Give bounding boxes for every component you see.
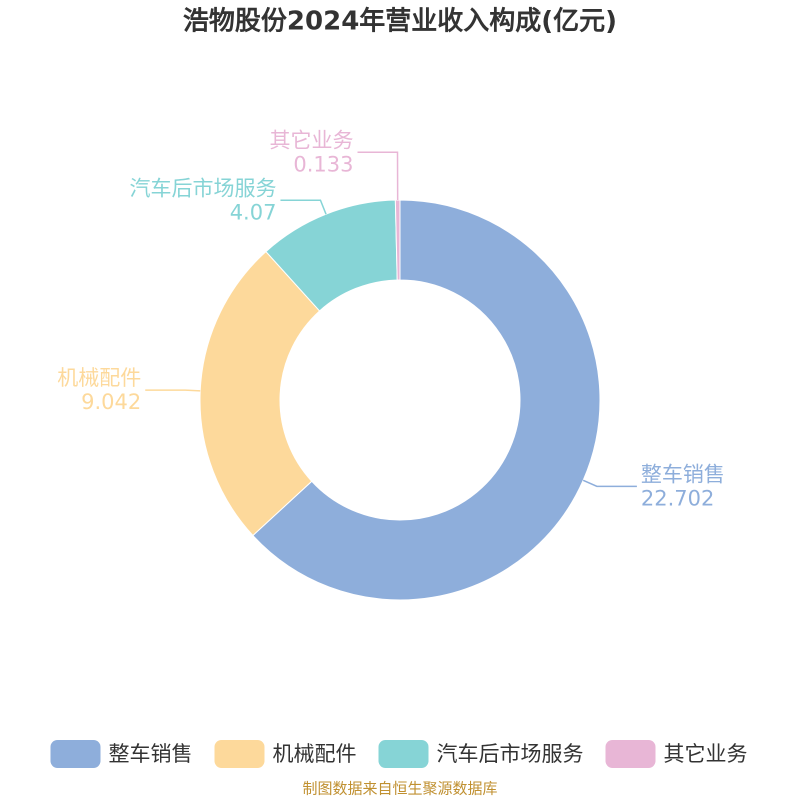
slice-value: 9.042 <box>81 390 141 414</box>
label-line <box>280 199 327 215</box>
slice-label: 机械配件 <box>57 366 141 390</box>
legend-swatch <box>214 740 265 768</box>
legend-label: 汽车后市场服务 <box>437 742 584 766</box>
slice-label: 其它业务 <box>270 128 354 152</box>
slice-label: 汽车后市场服务 <box>129 176 276 200</box>
source-note: 制图数据来自恒生聚源数据库 <box>302 780 497 798</box>
slice-label: 整车销售 <box>641 462 725 486</box>
label-line <box>357 151 399 201</box>
chart-title: 浩物股份2024年营业收入构成(亿元) <box>183 6 617 37</box>
legend-label: 整车销售 <box>109 742 193 766</box>
legend-label: 机械配件 <box>273 742 357 766</box>
slice-value: 4.07 <box>230 200 277 224</box>
slice <box>199 250 321 537</box>
slice-value: 22.702 <box>641 486 714 510</box>
label-line <box>145 389 201 392</box>
slice <box>252 199 601 601</box>
legend-swatch <box>605 740 656 768</box>
legend-label: 其它业务 <box>664 742 748 766</box>
slice-value: 0.133 <box>293 152 353 176</box>
legend-swatch <box>378 740 429 768</box>
label-line <box>582 479 637 488</box>
slice <box>394 199 401 281</box>
legend-swatch <box>50 740 101 768</box>
